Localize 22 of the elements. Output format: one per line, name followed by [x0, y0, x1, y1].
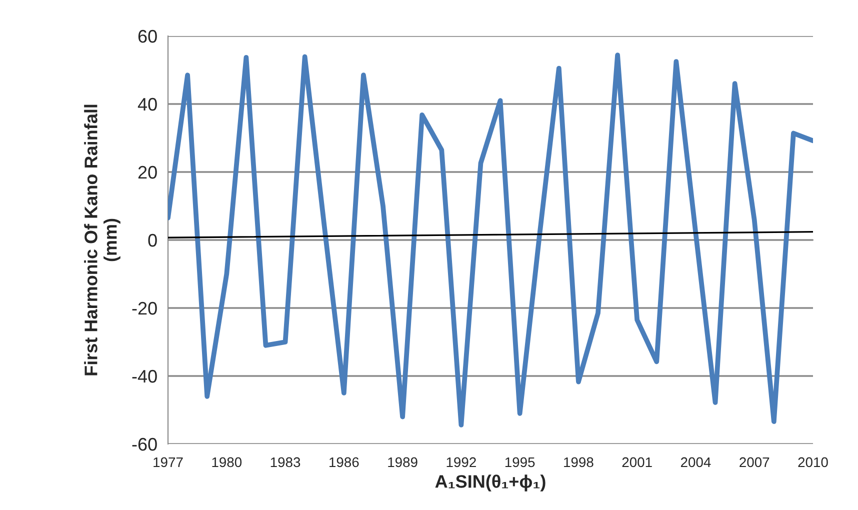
- x-tick-label: 1980: [212, 457, 242, 468]
- x-tick-label: 2007: [740, 457, 770, 468]
- y-tick-label: 60: [138, 30, 157, 43]
- y-tick-label: 20: [138, 166, 157, 179]
- x-tick-label: 1977: [154, 457, 183, 468]
- x-tick-label: 1992: [446, 457, 476, 468]
- x-axis-title: A₁SIN(θ₁+ϕ₁): [435, 474, 546, 492]
- y-tick-label: -60: [132, 438, 157, 451]
- line-series: [168, 52, 813, 428]
- x-tick-label: 1986: [330, 457, 359, 468]
- y-tick-label: 40: [138, 98, 157, 111]
- y-axis-title: First Harmonic Of Kano Rainfall (mm): [84, 104, 120, 376]
- y-tick-label: -20: [132, 302, 157, 315]
- y-tick-label: 0: [148, 234, 157, 247]
- x-tick-label: 1998: [564, 457, 594, 468]
- y-tick-label: -40: [132, 370, 157, 383]
- x-tick-label: 1995: [505, 457, 535, 468]
- x-tick-label: 2004: [680, 457, 711, 468]
- x-tick-label: 2001: [622, 457, 652, 468]
- x-tick-label: 2010: [798, 457, 828, 468]
- x-tick-label: 1983: [270, 457, 300, 468]
- x-tick-label: 1989: [388, 457, 418, 468]
